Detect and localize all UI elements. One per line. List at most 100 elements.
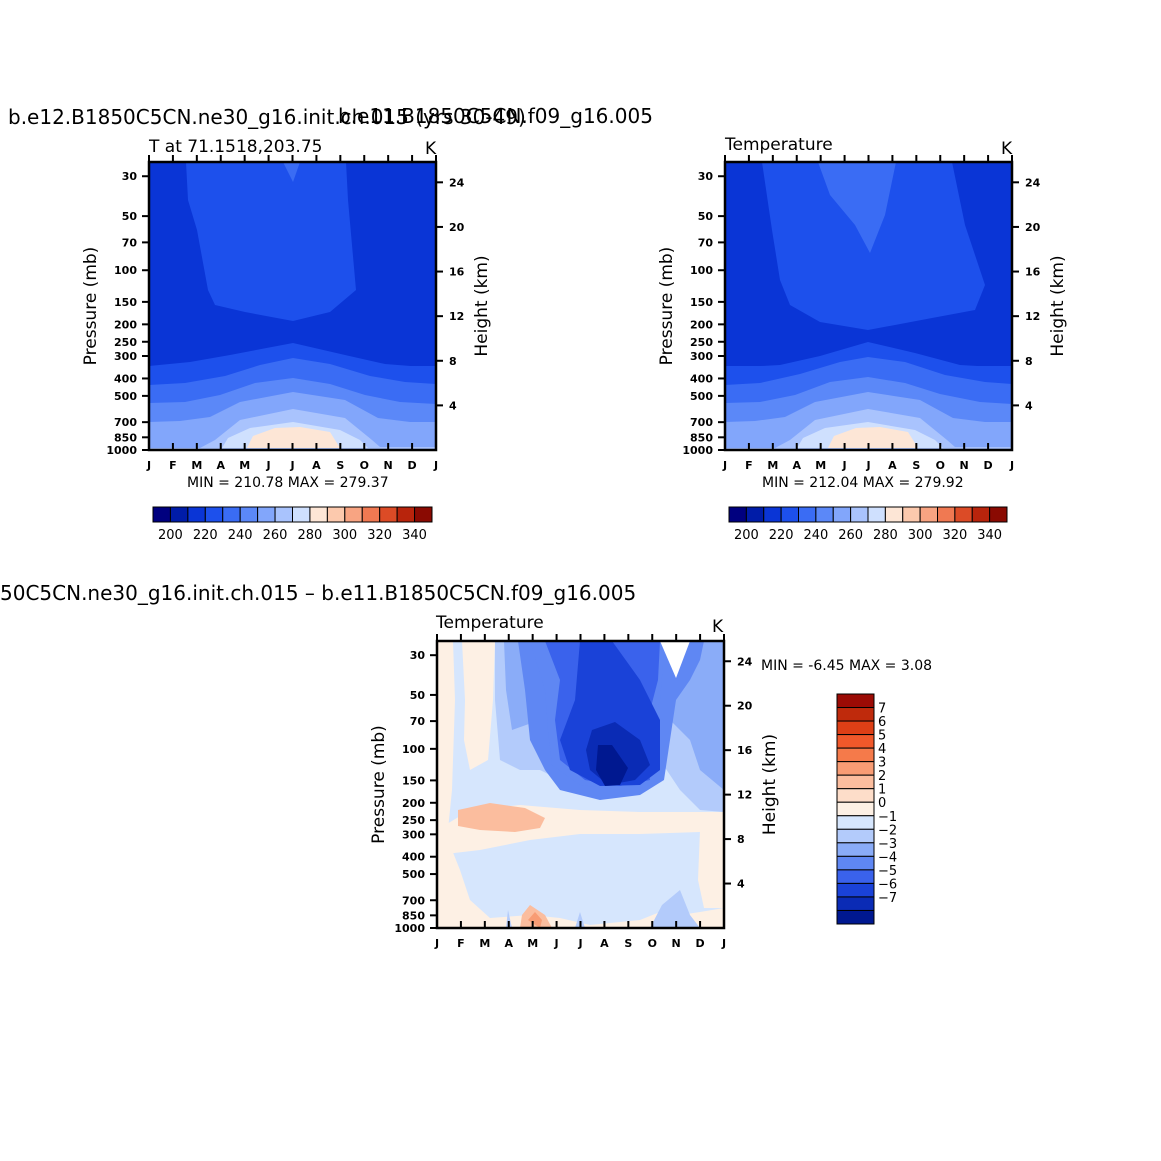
x-tick-label: O: [936, 459, 945, 472]
colorbar-label: 200: [158, 528, 183, 543]
y2-tick-label: 4: [1025, 399, 1033, 412]
colorbar-label: 220: [193, 528, 218, 543]
x-tick-label: J: [577, 937, 582, 950]
colorbar-swatch: [836, 882, 875, 898]
y2-tick-label: 16: [449, 266, 465, 279]
colorbar-swatch: [836, 815, 875, 830]
x-tick-label: J: [266, 459, 271, 472]
colorbar-swatch: [815, 506, 834, 523]
y-tick-label: 50: [122, 210, 138, 223]
colorbar-label: 260: [838, 528, 863, 543]
contour-band: [186, 162, 356, 321]
colorbar-swatch: [326, 506, 346, 523]
colorbar-swatch: [836, 896, 875, 911]
colorbar-swatch: [836, 855, 875, 871]
colorbar-label: −5: [878, 864, 897, 879]
y-axis-title: Pressure (mb): [657, 247, 677, 366]
y-tick-label: 150: [114, 296, 137, 309]
contour-band: [698, 828, 724, 908]
colorbar-swatch: [919, 506, 938, 523]
colorbar-label: −3: [878, 837, 897, 852]
panel-diff-subtitle: Temperature: [435, 613, 544, 633]
contour-band: [149, 343, 436, 368]
colorbar-swatch: [204, 506, 224, 523]
y-tick-label: 700: [402, 894, 425, 907]
panel-diff-minmax: MIN = -6.45 MAX = 3.08: [761, 658, 932, 674]
y2-tick-label: 20: [1025, 221, 1041, 234]
y-tick-label: 150: [402, 774, 425, 787]
colorbar-label: 0: [878, 796, 886, 811]
x-tick-label: S: [624, 937, 632, 950]
y2-tick-label: 4: [449, 399, 457, 412]
y2-axis-title: Height (km): [1048, 255, 1068, 356]
x-tick-label: M: [239, 459, 250, 472]
colorbar-swatch: [798, 506, 817, 523]
x-tick-label: O: [360, 459, 369, 472]
x-tick-label: N: [960, 459, 969, 472]
colorbar-label: 280: [873, 528, 898, 543]
y-tick-label: 500: [690, 390, 713, 403]
y-tick-label: 250: [402, 814, 425, 827]
bottom-title: 50C5CN.ne30_g16.init.ch.015 – b.e11.B185…: [0, 581, 636, 605]
x-tick-label: J: [842, 459, 847, 472]
panel-left-colorbar: 200 220 240 260 280 300 320 340: [152, 506, 433, 543]
contour-band: [725, 342, 1012, 368]
y-tick-label: 50: [410, 689, 426, 702]
y2-tick-label: 16: [1025, 266, 1041, 279]
colorbar-swatch: [361, 506, 381, 523]
y-tick-label: 850: [690, 431, 713, 444]
y2-tick-label: 8: [1025, 355, 1033, 368]
y-tick-label: 30: [698, 170, 714, 183]
y-tick-label: 200: [114, 318, 137, 331]
y-tick-label: 850: [402, 909, 425, 922]
y2-tick-label: 20: [737, 700, 753, 713]
colorbar-label: 220: [769, 528, 794, 543]
y-axis-title: Pressure (mb): [81, 247, 101, 366]
contour-band: [575, 912, 585, 928]
y-tick-label: 700: [114, 416, 137, 429]
y-tick-label: 1000: [106, 444, 137, 457]
y-tick-label: 70: [122, 236, 138, 249]
x-tick-label: J: [722, 459, 727, 472]
x-tick-label: M: [815, 459, 826, 472]
colorbar-label: 6: [878, 715, 886, 730]
colorbar-swatch: [274, 506, 293, 523]
colorbar-swatch: [309, 506, 328, 523]
y-tick-label: 100: [402, 743, 425, 756]
x-tick-label: J: [721, 937, 726, 950]
x-tick-label: N: [672, 937, 681, 950]
top-left-title-overlap: b.e11.B1850C5CN.f09_g16.005: [338, 104, 653, 128]
colorbar-swatch: [989, 506, 1008, 523]
y2-tick-label: 16: [737, 744, 753, 757]
colorbar-label: 320: [367, 528, 392, 543]
colorbar-swatch: [836, 909, 875, 925]
panel-left-temperature-field: [149, 162, 436, 450]
y2-tick-label: 12: [737, 789, 752, 802]
colorbar-swatch: [954, 506, 973, 523]
x-tick-label: M: [191, 459, 202, 472]
y-tick-label: 400: [114, 372, 137, 385]
colorbar-label: 280: [298, 528, 323, 543]
x-tick-label: J: [1009, 459, 1014, 472]
y-tick-label: 50: [698, 210, 714, 223]
colorbar-swatch: [169, 506, 189, 523]
colorbar-label: 2: [878, 769, 886, 784]
x-tick-label: J: [289, 459, 294, 472]
colorbar-swatch: [937, 506, 956, 523]
contour-band: [247, 427, 340, 448]
colorbar-swatch: [728, 506, 747, 523]
y-tick-label: 1000: [394, 922, 425, 935]
x-tick-label: J: [146, 459, 151, 472]
x-tick-label: A: [216, 459, 225, 472]
colorbar-swatch: [884, 506, 904, 523]
colorbar-label: 200: [734, 528, 759, 543]
y2-tick-label: 24: [449, 176, 465, 189]
contour-band: [762, 162, 985, 330]
colorbar-swatch: [836, 828, 875, 844]
colorbar-label: 7: [878, 702, 886, 717]
x-tick-label: N: [384, 459, 393, 472]
colorbar-swatch: [414, 506, 433, 523]
colorbar-label: 340: [402, 528, 427, 543]
